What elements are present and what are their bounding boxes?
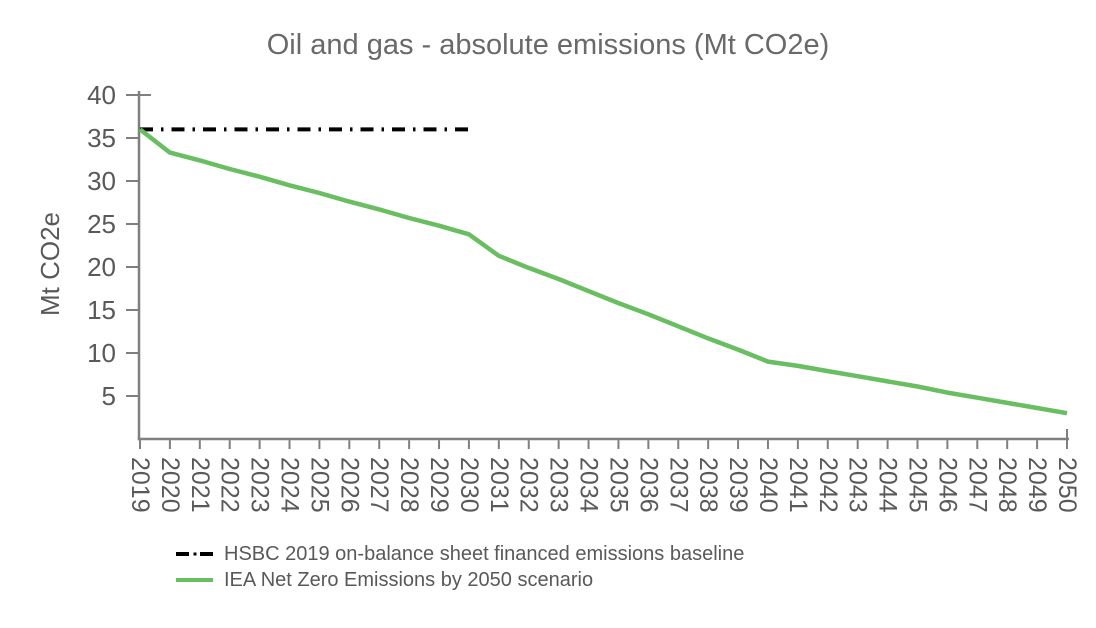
x-tick-label: 2023 (246, 457, 274, 513)
x-tick-label: 2024 (276, 457, 304, 513)
x-tick-label: 2034 (575, 457, 603, 513)
legend-item-baseline: HSBC 2019 on-balance sheet financed emis… (175, 541, 744, 567)
series-line-iea-net-zero (138, 127, 1068, 416)
x-tick-label: 2044 (874, 457, 902, 513)
legend-item-iea: IEA Net Zero Emissions by 2050 scenario (175, 567, 744, 593)
y-tick-label: 10 (87, 338, 116, 368)
x-tick-label: 2036 (634, 457, 662, 513)
x-tick-label: 2041 (784, 457, 812, 513)
x-tick-label: 2040 (754, 457, 782, 513)
solid-line-icon (176, 578, 213, 582)
x-tick-label: 2039 (724, 457, 752, 513)
x-tick-label: 2025 (305, 457, 333, 513)
x-tick-label: 2029 (425, 457, 453, 513)
dashdot-line-icon (176, 552, 213, 556)
y-tick-label: 5 (102, 381, 116, 411)
x-tick-label: 2026 (335, 457, 363, 513)
y-tick-label: 15 (87, 295, 116, 325)
x-tick-label: 2031 (485, 457, 513, 513)
x-tick-label: 2048 (993, 457, 1021, 513)
x-tick-label: 2020 (156, 457, 184, 513)
x-tick-label: 2042 (814, 457, 842, 513)
x-tick-label: 2043 (844, 457, 872, 513)
y-tick-label: 25 (87, 209, 116, 239)
x-tick-label: 2035 (604, 457, 632, 513)
legend: HSBC 2019 on-balance sheet financed emis… (175, 541, 744, 593)
x-tick-label: 2038 (694, 457, 722, 513)
x-tick-label: 2032 (515, 457, 543, 513)
x-tick-label: 2030 (455, 457, 483, 513)
x-tick-label: 2033 (545, 457, 573, 513)
legend-label-iea: IEA Net Zero Emissions by 2050 scenario (224, 569, 594, 591)
x-tick-label: 2046 (933, 457, 961, 513)
chart-title: Oil and gas - absolute emissions (Mt CO2… (266, 29, 830, 61)
y-tick-label: 30 (87, 166, 116, 196)
legend-label-baseline: HSBC 2019 on-balance sheet financed emis… (224, 543, 745, 565)
x-tick-label: 2050 (1053, 457, 1081, 513)
x-tick-label: 2047 (963, 457, 991, 513)
y-tick-label: 40 (87, 80, 116, 110)
x-tick-label: 2027 (365, 457, 393, 513)
x-tick-label: 2021 (186, 457, 214, 513)
x-tick-label: 2045 (903, 457, 931, 513)
x-tick-label: 2028 (395, 457, 423, 513)
y-tick-label: 35 (87, 123, 116, 153)
x-tick-label: 2019 (126, 457, 154, 513)
x-tick-label: 2049 (1023, 457, 1051, 513)
x-tick-label: 2037 (664, 457, 692, 513)
y-tick-label: 20 (87, 252, 116, 282)
x-tick-label: 2022 (216, 457, 244, 513)
y-axis-title: Mt CO2e (35, 212, 65, 316)
